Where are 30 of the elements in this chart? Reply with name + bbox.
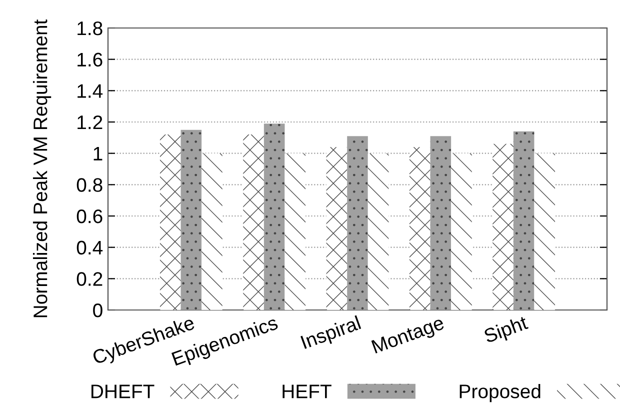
bar: [160, 134, 181, 310]
bar: [326, 147, 348, 310]
legend-label: HEFT: [282, 384, 332, 398]
y-tick-label: 1.6: [78, 52, 102, 67]
y-tick-label: 0.2: [76, 272, 102, 286]
x-tick-label: Sipht: [483, 314, 530, 347]
y-tick-label: 0.6: [76, 209, 102, 224]
y-tick-label: 0.8: [76, 178, 102, 192]
bar: [513, 131, 534, 310]
bar: [264, 124, 285, 310]
bar: [284, 153, 306, 310]
legend-label: Proposed: [460, 384, 540, 402]
bar: [243, 134, 264, 310]
y-tick-label: 1: [94, 147, 102, 160]
bar: [202, 153, 222, 310]
bar: [430, 136, 452, 310]
legend-label: DHEFT: [92, 384, 154, 398]
bar: [409, 147, 430, 310]
y-tick-label: 0.4: [76, 240, 103, 255]
bar: [534, 153, 556, 310]
y-tick-label: 1.8: [78, 21, 102, 36]
bar: [451, 153, 472, 310]
bar: [347, 136, 368, 310]
y-tick-label: 0: [93, 303, 102, 318]
y-axis-title: Normalized Peak VM Requirement: [32, 19, 52, 318]
bar: [492, 144, 514, 310]
bar: [180, 130, 202, 310]
bar: [368, 153, 389, 310]
y-tick-label: 1.4: [78, 84, 103, 98]
y-tick-label: 1.2: [78, 115, 102, 130]
